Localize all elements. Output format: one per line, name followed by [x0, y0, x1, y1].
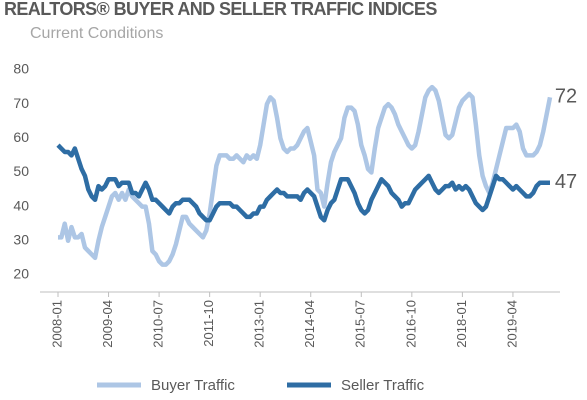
chart-title: REALTORS® BUYER AND SELLER TRAFFIC INDIC…	[4, 0, 437, 19]
x-tick-label: 2019-04	[504, 300, 519, 348]
x-tick-label: 2015-07	[353, 300, 368, 348]
x-tick-label: 2018-01	[454, 300, 469, 348]
y-tick-label: 80	[13, 61, 29, 77]
x-tick-label: 2009-04	[100, 300, 115, 348]
y-tick-label: 70	[13, 95, 29, 111]
series-line	[56, 143, 550, 223]
y-tick-label: 60	[13, 129, 29, 145]
x-tick-label: 2010-07	[151, 300, 166, 348]
x-tick-label: 2008-01	[49, 300, 64, 348]
y-tick-label: 30	[13, 231, 29, 247]
x-tick-label: 2014-04	[302, 300, 317, 348]
chart-subtitle: Current Conditions	[30, 25, 163, 42]
y-tick-label: 20	[13, 266, 29, 282]
end-label: 47	[555, 171, 577, 193]
series-line	[58, 84, 553, 267]
y-tick-label: 50	[13, 163, 29, 179]
x-tick-label: 2016-10	[403, 300, 418, 348]
legend-label: Buyer Traffic	[151, 377, 235, 394]
y-tick-label: 40	[13, 197, 29, 213]
x-tick-label: 2011-10	[201, 300, 216, 347]
end-label: 72	[555, 86, 577, 108]
x-tick-label: 2013-01	[252, 300, 267, 348]
legend-label: Seller Traffic	[341, 377, 425, 394]
